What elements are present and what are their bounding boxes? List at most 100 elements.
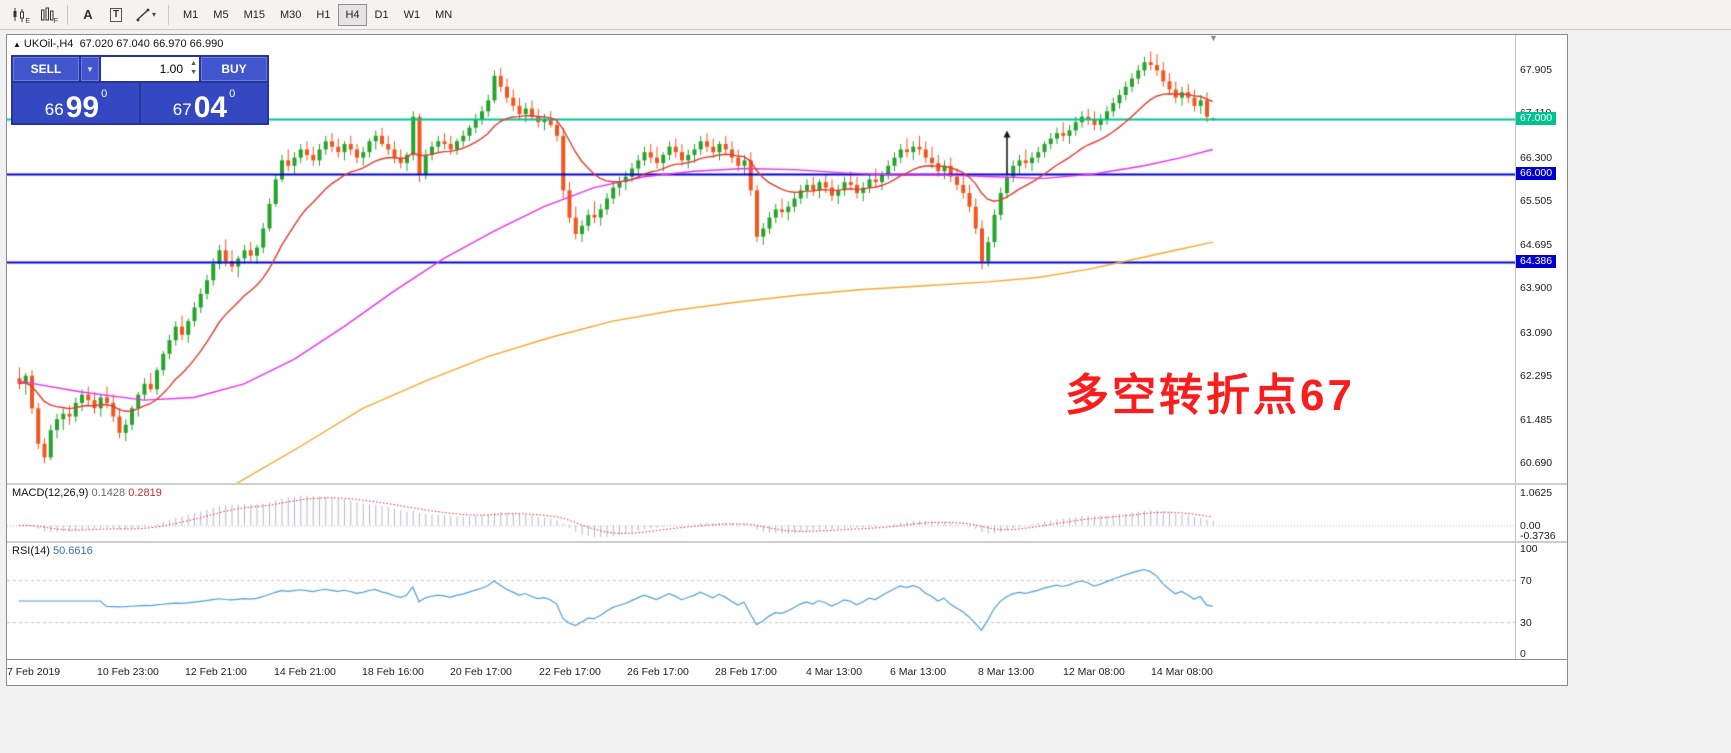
bid-sup: 0: [101, 88, 108, 100]
trade-panel-controls: SELL ▼ ▲▼ BUY: [13, 57, 267, 81]
timeframe-m30[interactable]: M30: [273, 4, 308, 26]
candlestick-chart-tool-button[interactable]: E: [6, 3, 32, 27]
price-line-tag: 64.386: [1516, 254, 1557, 268]
trade-panel-prices: 66 99 0 67 04 0: [13, 83, 267, 123]
price-line-tag: 67.000: [1516, 112, 1557, 126]
bid-price[interactable]: 66 99 0: [13, 83, 139, 123]
volume-dropdown-button[interactable]: ▼: [81, 57, 99, 81]
time-axis-label: 14 Feb 21:00: [274, 666, 336, 678]
time-axis-label: 26 Feb 17:00: [627, 666, 689, 678]
bar-chart-icon: [40, 7, 53, 20]
macd-title: MACD(12,26,9): [12, 487, 89, 499]
time-axis-label: 18 Feb 16:00: [362, 666, 424, 678]
time-axis-label: 14 Mar 08:00: [1151, 666, 1213, 678]
price-axis-label: 64.695: [1520, 239, 1553, 252]
macd-axis-label: 0.00: [1520, 520, 1541, 533]
time-axis-label: 7 Feb 2019: [7, 666, 61, 678]
ask-prefix: 67: [172, 100, 192, 120]
macd-axis-label: 1.0625: [1520, 487, 1553, 500]
spin-up-icon[interactable]: ▲: [190, 60, 197, 67]
chinese-annotation: 多空转折点67: [1065, 371, 1355, 420]
candlestick-icon: [13, 7, 24, 22]
macd-axis: 1.0625 0.00 -0.3736: [1515, 485, 1567, 542]
time-axis-label: 28 Feb 17:00: [715, 666, 777, 678]
sell-button[interactable]: SELL: [13, 57, 79, 81]
tool-sub-label: E: [25, 17, 30, 25]
volume-spinner: ▲ ▼: [190, 59, 197, 77]
top-toolbar: E F A T ▾ M1 M5 M15 M30 H1 H4 D1 W1 MN: [0, 0, 1731, 30]
timeframe-h4[interactable]: H4: [338, 3, 367, 26]
macd-axis-label: -0.3736: [1520, 530, 1556, 542]
text-label-tool-button[interactable]: T: [103, 3, 129, 27]
timeframe-mn[interactable]: MN: [428, 4, 459, 26]
time-axis[interactable]: 7 Feb 2019 10 Feb 23:00 12 Feb 21:00 14 Feb…: [7, 659, 1567, 685]
panel-splitter[interactable]: [7, 541, 1567, 543]
rsi-panel: 100 70 30 0 RSI(14) 50.6616: [7, 543, 1567, 660]
price-axis-label: 61.485: [1520, 414, 1553, 427]
ask-sup: 0: [229, 88, 236, 100]
macd-value: 0.1428: [91, 487, 126, 499]
chevron-down-icon: ▾: [152, 10, 157, 19]
letter-a-icon: A: [83, 7, 93, 22]
chart-window: 67.90567.11066.30065.50564.69563.90063.0…: [6, 33, 1568, 686]
boxed-t-icon: T: [109, 7, 123, 22]
ohlc-values: 67.020 67.040 66.970 66.990: [79, 38, 224, 50]
time-axis-label: 6 Mar 13:00: [890, 666, 947, 678]
rsi-axis-label: 100: [1520, 543, 1538, 556]
volume-field: ▲▼: [101, 57, 199, 81]
one-click-trade-panel: SELL ▼ ▲▼ BUY 66 99 0 67 04 0: [11, 55, 269, 125]
time-axis-label: 8 Mar 13:00: [978, 666, 1035, 678]
rsi-label: RSI(14) 50.6616: [12, 545, 93, 557]
buy-button[interactable]: BUY: [201, 57, 267, 81]
tool-sub-label: F: [53, 17, 58, 25]
timeframe-h1[interactable]: H1: [309, 4, 337, 26]
chart-shift-marker-icon[interactable]: ▼: [1209, 33, 1218, 43]
timeframe-d1[interactable]: D1: [368, 4, 396, 26]
panel-splitter[interactable]: [7, 483, 1567, 485]
price-axis[interactable]: 67.90567.11066.30065.50564.69563.90063.0…: [1515, 35, 1567, 483]
time-axis-label: 20 Feb 17:00: [450, 666, 512, 678]
text-tool-button[interactable]: A: [75, 3, 101, 27]
bar-chart-tool-button[interactable]: F: [34, 3, 60, 27]
bid-prefix: 66: [44, 100, 64, 120]
timeframe-m5[interactable]: M5: [206, 4, 235, 26]
timeframe-m1[interactable]: M1: [176, 4, 205, 26]
chevron-down-icon: ▼: [86, 64, 94, 74]
time-axis-label: 12 Mar 08:00: [1063, 666, 1125, 678]
toolbar-separator: [168, 4, 170, 25]
chart-header: ▲ UKOil-,H4 67.020 67.040 66.970 66.990: [13, 38, 223, 50]
price-axis-label: 63.900: [1520, 282, 1553, 295]
rsi-axis-label: 0: [1520, 648, 1526, 660]
time-axis-label: 12 Feb 21:00: [185, 666, 247, 678]
price-axis-label: 63.090: [1520, 326, 1553, 339]
price-axis-label: 66.300: [1520, 151, 1553, 164]
spin-down-icon[interactable]: ▼: [190, 69, 197, 77]
drawing-tools-button[interactable]: ▾: [131, 3, 161, 27]
time-axis-label: 22 Feb 17:00: [539, 666, 601, 678]
rsi-title: RSI(14): [12, 545, 50, 557]
timeframe-w1[interactable]: W1: [397, 4, 428, 26]
ask-main: 04: [193, 90, 228, 124]
symbol-triangle-icon: ▲: [13, 40, 21, 49]
timeframe-button-group: M1 M5 M15 M30 H1 H4 D1 W1 MN: [176, 3, 459, 26]
price-axis-label: 62.295: [1520, 369, 1553, 382]
rsi-axis: 100 70 30 0: [1515, 543, 1567, 660]
rsi-axis-label: 30: [1520, 617, 1532, 630]
macd-signal-value: 0.2819: [128, 487, 162, 499]
time-axis-label: 10 Feb 23:00: [97, 666, 159, 678]
price-axis-label: 60.690: [1520, 457, 1553, 470]
trendline-icon: [136, 8, 150, 21]
macd-label: MACD(12,26,9) 0.1428 0.2819: [12, 487, 162, 499]
macd-panel: 1.0625 0.00 -0.3736 MACD(12,26,9) 0.1428 0…: [7, 485, 1567, 542]
rsi-canvas[interactable]: [7, 543, 1515, 659]
volume-input[interactable]: [101, 57, 199, 81]
ask-price[interactable]: 67 04 0: [141, 83, 267, 123]
bid-main: 99: [65, 90, 100, 124]
symbol-label: UKOil-,H4: [23, 38, 74, 50]
price-line-tag: 66.000: [1516, 166, 1557, 180]
macd-canvas[interactable]: [7, 485, 1515, 541]
rsi-value: 50.6616: [52, 545, 93, 557]
timeframe-m15[interactable]: M15: [237, 4, 272, 26]
time-axis-label: 4 Mar 13:00: [806, 666, 863, 678]
rsi-axis-label: 70: [1520, 574, 1532, 587]
